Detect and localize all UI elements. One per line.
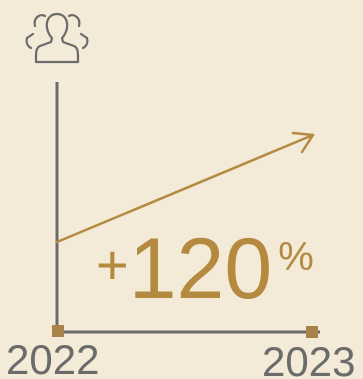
users-group-icon bbox=[25, 12, 89, 64]
growth-figure: +120% bbox=[96, 226, 314, 312]
growth-unit: % bbox=[278, 235, 314, 279]
axis-marker-start bbox=[52, 325, 64, 337]
growth-value: 120 bbox=[128, 221, 273, 317]
year-start-label: 2022 bbox=[6, 336, 100, 379]
growth-sign: + bbox=[96, 233, 129, 296]
axis-marker-end bbox=[306, 326, 318, 338]
chart-axes bbox=[55, 82, 320, 334]
trend-arrow bbox=[55, 131, 315, 244]
year-end-label: 2023 bbox=[262, 338, 356, 379]
